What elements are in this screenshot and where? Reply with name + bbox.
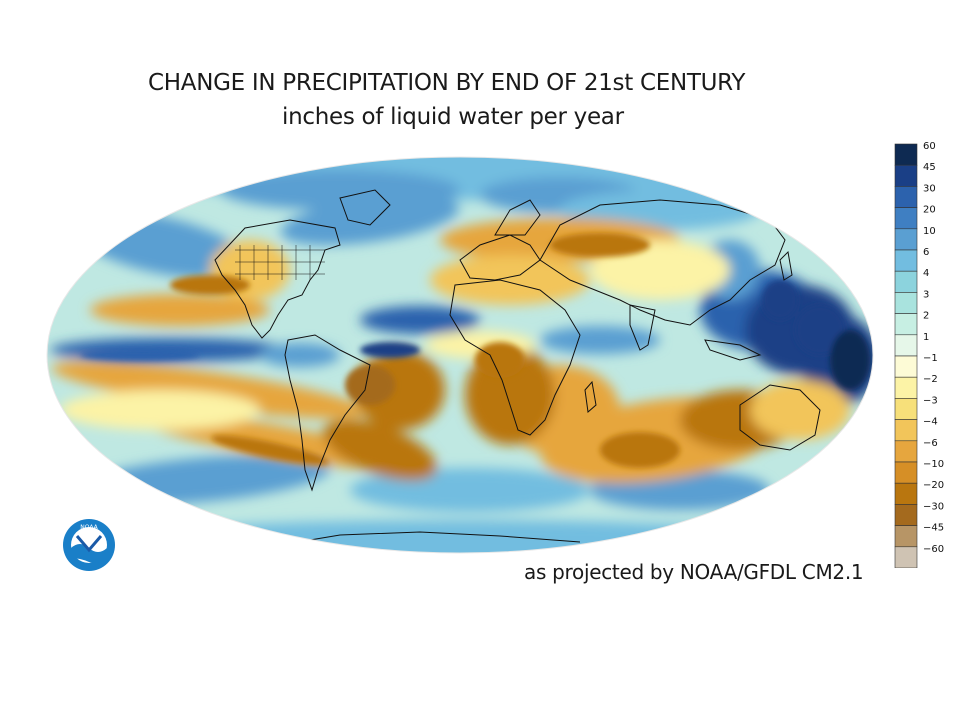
legend-swatch [894, 143, 918, 166]
field-patch [600, 432, 680, 468]
field-patch [550, 233, 650, 257]
legend-label: −30 [923, 501, 944, 512]
legend-label: −20 [923, 480, 944, 491]
coastline-path [539, 199, 786, 326]
field-patch [560, 190, 760, 230]
field-patch [830, 330, 870, 390]
legend-swatch [894, 249, 918, 272]
legend-label: 30 [923, 183, 936, 194]
legend-swatch [894, 313, 918, 336]
field-patch [323, 419, 437, 481]
noaa-logo: NOAA [63, 519, 115, 571]
coastlines [214, 189, 856, 546]
field-patch [80, 520, 840, 553]
field-patch [260, 343, 340, 367]
field-patch [211, 435, 329, 465]
coastline-path [739, 384, 821, 451]
legend-swatch [894, 482, 918, 505]
field-patch [280, 194, 460, 246]
coastline-path [629, 304, 656, 351]
field-patch [170, 275, 250, 295]
model-credit: as projected by NOAA/GFDL CM2.1 [524, 560, 864, 584]
legend-swatch [894, 525, 918, 548]
legend-label: 4 [923, 268, 929, 279]
coastline-path [449, 279, 581, 436]
legend-swatch [894, 270, 918, 293]
legend-swatch [894, 419, 918, 442]
coastline-path [584, 380, 597, 413]
legend-swatch [894, 376, 918, 399]
legend-swatch [894, 440, 918, 463]
coastline-path [284, 334, 371, 492]
legend-swatch [894, 546, 918, 568]
map-subtitle: inches of liquid water per year [282, 104, 624, 130]
legend-label: 20 [923, 205, 936, 216]
legend-label: 3 [923, 289, 929, 300]
coastline-path [704, 339, 762, 361]
map-title: CHANGE IN PRECIPITATION BY END OF 21st C… [148, 70, 746, 96]
field-patch [60, 390, 260, 430]
legend-label: −45 [923, 523, 944, 534]
field-patch [762, 280, 798, 320]
field-patch [540, 326, 660, 354]
field-patch [51, 361, 369, 419]
legend-swatch [894, 228, 918, 251]
field-patch [360, 342, 420, 358]
field-patch [345, 365, 395, 405]
legend-label: −60 [923, 544, 944, 555]
legend-label: 1 [923, 332, 929, 343]
legend-swatch [894, 334, 918, 357]
legend-swatch [894, 186, 918, 208]
field-patch [360, 306, 480, 334]
legend-label: −1 [923, 353, 938, 364]
color-legend: 60 45 30 20 10 6 4 3 2 1 −1 −2 −3 −4 −6 −10 −20 −30 −45 −60 [894, 141, 944, 568]
field-patch [750, 380, 850, 440]
coastline-path [279, 531, 581, 546]
legend-swatch [894, 398, 918, 420]
precipitation-detail [80, 233, 870, 468]
field-patch [80, 349, 200, 361]
legend-swatch [894, 355, 918, 378]
coastline-path [339, 189, 391, 226]
legend-label: −10 [923, 459, 944, 470]
precipitation-map [46, 156, 874, 554]
legend-label: 2 [923, 311, 929, 322]
legend-swatch [894, 164, 918, 187]
legend-label: −4 [923, 417, 938, 428]
legend-label: −6 [923, 438, 938, 449]
legend-label: 60 [923, 141, 936, 152]
legend-swatch [894, 504, 918, 526]
field-patch [430, 255, 590, 305]
coastline-path [214, 219, 341, 339]
legend-label: −2 [923, 374, 938, 385]
coastline-path [779, 250, 793, 281]
legend-label: 45 [923, 162, 936, 173]
legend-label: 10 [923, 226, 936, 237]
legend-label: 6 [923, 247, 929, 258]
field-patch [90, 294, 270, 326]
field-patch [475, 342, 525, 378]
legend-label: −3 [923, 395, 938, 406]
coastline-path [844, 440, 856, 469]
legend-swatch [894, 207, 918, 230]
coastline-path [494, 199, 541, 236]
field-patch [795, 305, 845, 355]
legend-swatch [894, 292, 918, 314]
legend-swatch [894, 461, 918, 484]
noaa-logo-text: NOAA [80, 524, 98, 531]
globe-outline [46, 156, 874, 554]
